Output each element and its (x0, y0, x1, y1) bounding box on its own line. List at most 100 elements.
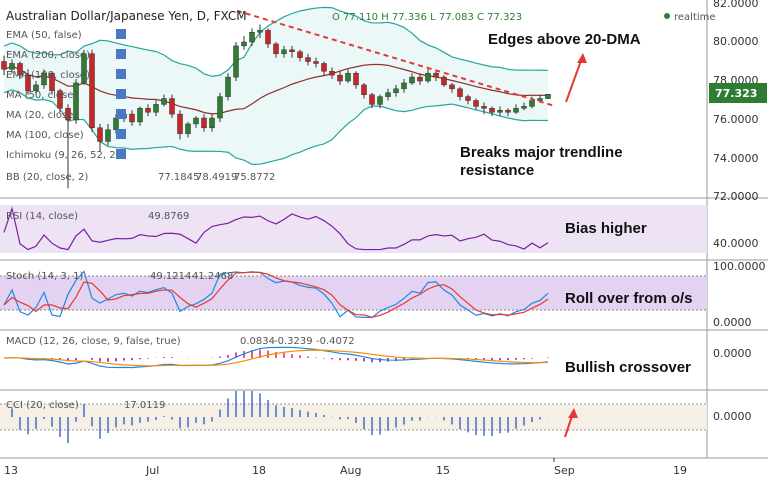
candle[interactable] (337, 71, 343, 85)
candle[interactable] (161, 94, 167, 107)
candle[interactable] (377, 94, 383, 109)
bb-value-mid: 77.1845 (158, 172, 199, 183)
candle[interactable] (49, 71, 55, 95)
candle[interactable] (489, 106, 495, 117)
candle-body (1, 61, 7, 70)
candle[interactable] (345, 69, 351, 83)
candle[interactable] (273, 42, 279, 58)
cci-label: CCI (20, close) (6, 400, 79, 411)
candle[interactable] (81, 49, 87, 85)
candle[interactable] (145, 104, 151, 117)
candle-body (401, 82, 407, 90)
candle[interactable] (97, 123, 103, 152)
candle[interactable] (17, 61, 23, 80)
candle[interactable] (305, 53, 311, 66)
annotation-breaks-2: resistance (460, 162, 534, 179)
candle[interactable] (473, 98, 479, 111)
candle[interactable] (65, 104, 71, 189)
candle[interactable] (241, 36, 247, 50)
candle[interactable] (25, 69, 31, 95)
candle[interactable] (193, 116, 199, 128)
candle-body (329, 71, 335, 76)
candle[interactable] (169, 94, 175, 119)
candle[interactable] (329, 67, 335, 80)
annotation-rollover: Roll over from o/s (565, 290, 693, 307)
trendline[interactable] (236, 9, 557, 108)
stoch-label: Stoch (14, 3, 1) (6, 271, 83, 282)
candle[interactable] (369, 92, 375, 109)
bb-value-lower: 75.8772 (234, 172, 275, 183)
candle[interactable] (401, 79, 407, 93)
candle[interactable] (73, 79, 79, 124)
candle[interactable] (185, 121, 191, 138)
candle[interactable] (41, 69, 47, 89)
rsi-band (0, 205, 707, 253)
candle[interactable] (1, 55, 7, 76)
candle[interactable] (217, 92, 223, 122)
candle[interactable] (257, 24, 263, 39)
candle[interactable] (289, 45, 295, 58)
indicator-legend-label[interactable]: Ichimoku (9, 26, 52, 26) (6, 150, 126, 161)
candle[interactable] (457, 86, 463, 101)
candle-body (361, 84, 367, 95)
candle[interactable] (153, 100, 159, 117)
candle[interactable] (449, 82, 455, 93)
candle[interactable] (297, 49, 303, 62)
candle[interactable] (225, 73, 231, 101)
indicator-legend-label[interactable]: EMA (50, false) (6, 30, 82, 41)
stoch-axis-100: 100.0000 (713, 260, 766, 273)
candle[interactable] (481, 102, 487, 115)
candle[interactable] (33, 81, 39, 95)
stoch-d-value: 41.2468 (192, 271, 233, 282)
candle[interactable] (513, 104, 519, 115)
indicator-legend-label[interactable]: MA (20, close) (6, 110, 77, 121)
candle[interactable] (177, 110, 183, 140)
candle[interactable] (201, 114, 207, 132)
candle[interactable] (393, 84, 399, 97)
candle[interactable] (465, 94, 471, 105)
candle-body (409, 76, 415, 84)
realtime-label: realtime (674, 12, 716, 23)
candle[interactable] (497, 106, 503, 117)
candles[interactable] (1, 24, 551, 189)
candle-body (481, 106, 487, 109)
indicator-legend-label[interactable]: EMA (100, close) (6, 70, 90, 81)
candle[interactable] (233, 42, 239, 81)
candle-body (289, 49, 295, 52)
candle[interactable] (433, 71, 439, 81)
candle[interactable] (361, 82, 367, 99)
candle[interactable] (265, 28, 271, 48)
candle[interactable] (209, 114, 215, 132)
candle[interactable] (417, 73, 423, 85)
candle-body (193, 117, 199, 125)
candle[interactable] (129, 110, 135, 126)
candle-body (281, 49, 287, 54)
candle[interactable] (385, 88, 391, 101)
candle[interactable] (353, 71, 359, 89)
indicator-legend-label[interactable]: MA (50, close) (6, 90, 77, 101)
candle[interactable] (409, 73, 415, 85)
candle[interactable] (521, 102, 527, 111)
time-axis: 13 Jul 18 Aug 15 Sep 19 (4, 464, 687, 477)
stoch-d-line (3, 271, 549, 318)
candle[interactable] (441, 75, 447, 87)
candle[interactable] (249, 28, 255, 46)
indicator-legend-label[interactable]: MA (100, close) (6, 130, 84, 141)
candle[interactable] (545, 93, 551, 99)
candle[interactable] (89, 49, 95, 132)
candle[interactable] (505, 108, 511, 117)
candle[interactable] (9, 59, 15, 74)
candle-body (225, 76, 231, 97)
rsi-label: RSI (14, close) (6, 211, 78, 222)
candle[interactable] (425, 69, 431, 83)
time-tick-15: 15 (436, 464, 450, 477)
candle[interactable] (137, 106, 143, 126)
candle[interactable] (105, 123, 111, 146)
indicator-legend[interactable]: EMA (50, false) EMA (200, close) EMA (100,… (6, 29, 126, 161)
candle[interactable] (57, 88, 63, 113)
candle[interactable] (313, 57, 319, 68)
candle[interactable] (281, 45, 287, 58)
indicator-legend-label[interactable]: EMA (200, close) (6, 50, 90, 61)
candle[interactable] (321, 61, 327, 76)
